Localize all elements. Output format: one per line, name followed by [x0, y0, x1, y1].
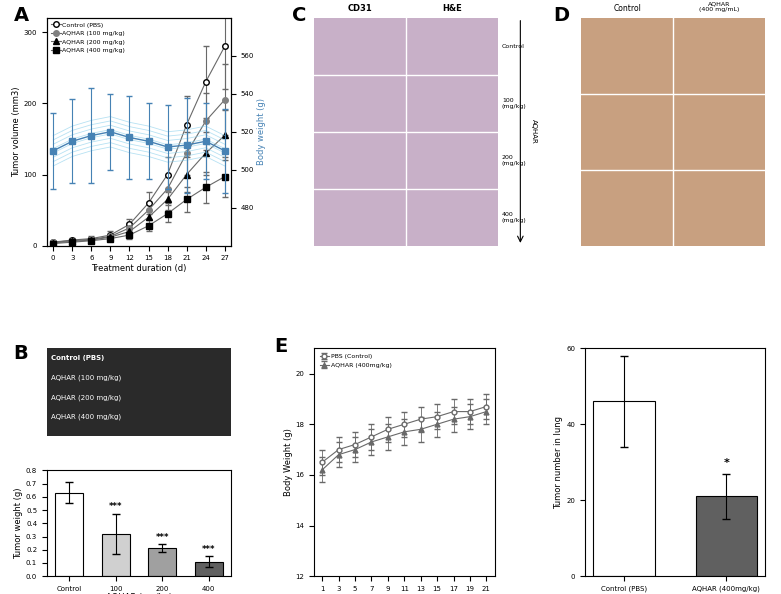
Text: AQHAR (100 mg/kg): AQHAR (100 mg/kg) — [51, 375, 121, 381]
Bar — [148, 548, 177, 576]
Text: H&E: H&E — [442, 4, 462, 13]
Y-axis label: Tumor volume (mm3): Tumor volume (mm3) — [12, 87, 21, 177]
Text: AQHAR: AQHAR — [531, 119, 537, 144]
Text: Control (PBS): Control (PBS) — [51, 355, 104, 361]
Text: C: C — [292, 7, 306, 26]
Text: AQHAR (400 mg/kg): AQHAR (400 mg/kg) — [51, 413, 121, 420]
Legend: PBS (Control), AQHAR (400mg/kg): PBS (Control), AQHAR (400mg/kg) — [317, 352, 394, 370]
Y-axis label: Tumor number in lung: Tumor number in lung — [555, 416, 563, 508]
Bar — [102, 534, 130, 576]
Text: Control: Control — [502, 44, 525, 49]
Text: AQHAR
(400 mg/mL): AQHAR (400 mg/mL) — [699, 1, 740, 12]
Text: Control: Control — [613, 4, 641, 13]
Text: 100
(mg/kg): 100 (mg/kg) — [502, 98, 526, 109]
Y-axis label: Tumor weight (g): Tumor weight (g) — [14, 488, 23, 559]
Bar — [696, 497, 757, 576]
Text: ***: *** — [202, 545, 216, 554]
Text: AQHAR (200 mg/kg): AQHAR (200 mg/kg) — [51, 394, 121, 400]
Text: A: A — [14, 7, 29, 26]
Y-axis label: Body Weight (g): Body Weight (g) — [284, 428, 293, 496]
Text: ***: *** — [155, 533, 169, 542]
X-axis label: AQHAR (mg/kg): AQHAR (mg/kg) — [106, 593, 172, 594]
Legend: Control (PBS), AQHAR (100 mg/kg), AQHAR (200 mg/kg), AQHAR (400 mg/kg): Control (PBS), AQHAR (100 mg/kg), AQHAR … — [50, 21, 127, 54]
Text: 400
(mg/kg): 400 (mg/kg) — [502, 212, 526, 223]
Bar — [55, 493, 83, 576]
Y-axis label: Body weight (g): Body weight (g) — [257, 98, 266, 165]
Text: E: E — [274, 337, 287, 356]
X-axis label: Treatment duration (d): Treatment duration (d) — [91, 264, 187, 273]
Bar — [593, 402, 654, 576]
Text: CD31: CD31 — [348, 4, 373, 13]
Text: *: * — [723, 458, 729, 468]
Text: B: B — [14, 344, 28, 363]
Text: ***: *** — [109, 503, 123, 511]
Text: 200
(mg/kg): 200 (mg/kg) — [502, 155, 526, 166]
Text: D: D — [554, 7, 569, 26]
Bar — [194, 562, 223, 576]
